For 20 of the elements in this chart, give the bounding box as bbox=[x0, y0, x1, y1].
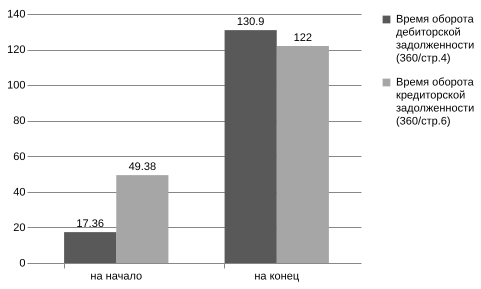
y-tick-label: 100 bbox=[7, 80, 26, 92]
y-tick-label: 140 bbox=[7, 8, 26, 20]
data-label: 122 bbox=[294, 32, 312, 44]
y-tick-label: 120 bbox=[7, 44, 26, 56]
legend-label: Время оборота кредиторской задолженности (360/стр.6) bbox=[396, 76, 475, 128]
y-tick-label: 0 bbox=[19, 258, 26, 270]
y-tick-label: 40 bbox=[13, 186, 26, 198]
x-tick-label: на начало bbox=[90, 270, 142, 282]
data-label: 49.38 bbox=[128, 161, 156, 174]
bar bbox=[276, 46, 329, 263]
bar bbox=[64, 232, 116, 263]
legend-label: Время оборота дебиторской задолженности (360/стр.4) bbox=[396, 14, 475, 64]
bar bbox=[116, 175, 168, 263]
data-label: 130.9 bbox=[236, 16, 264, 28]
data-label: 17.36 bbox=[76, 218, 104, 230]
bar bbox=[224, 30, 277, 263]
x-tick-label: на конец bbox=[254, 270, 300, 282]
y-tick-label: 80 bbox=[13, 115, 26, 128]
y-tick-label: 60 bbox=[13, 150, 26, 163]
y-tick-label: 20 bbox=[13, 222, 26, 234]
